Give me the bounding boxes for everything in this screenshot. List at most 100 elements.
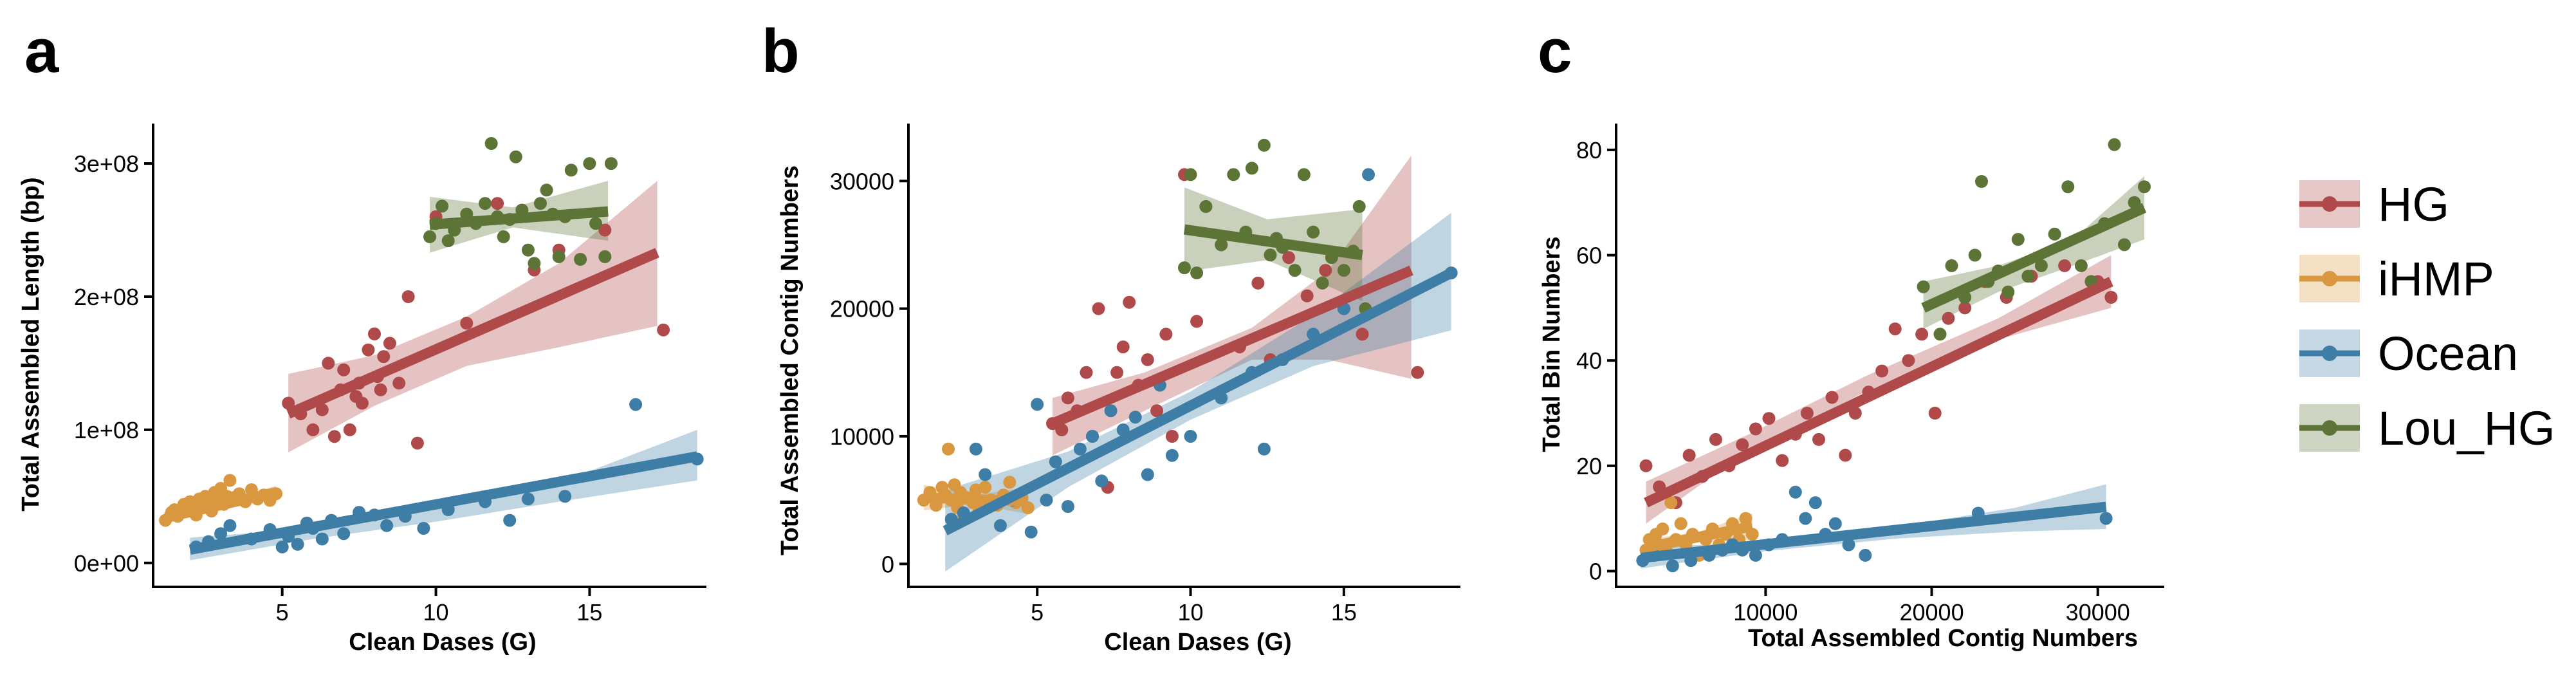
point-ocean-b-17 bbox=[1141, 468, 1154, 481]
point-lou-hg-a-26 bbox=[604, 157, 618, 171]
point-ocean-b-20 bbox=[1184, 430, 1197, 443]
fit-line-ocean-b bbox=[943, 268, 1454, 535]
point-ihmp-b-15 bbox=[979, 481, 992, 494]
x-tick-label-b-1: 10 bbox=[1178, 599, 1204, 626]
legend-label-hg: HG bbox=[2378, 178, 2449, 231]
point-hg-c-23 bbox=[1942, 311, 1955, 325]
y-tick-label-c-3: 60 bbox=[1576, 243, 1602, 269]
point-hg-b-14 bbox=[1159, 328, 1173, 341]
panel-letter-b: b bbox=[762, 17, 800, 86]
axes-a: 5 10 15 0e+00 1e+08 2e+08 3e+08 bbox=[74, 124, 706, 626]
x-tick-label-a-1: 10 bbox=[423, 599, 449, 626]
point-ocean-b-2 bbox=[969, 442, 982, 456]
legend-label-lou-hg: Lou_HG bbox=[2378, 402, 2555, 455]
point-hg-a-18 bbox=[392, 376, 406, 390]
point-ihmp-c-19 bbox=[1739, 512, 1753, 525]
x-tick-label-b-0: 5 bbox=[1031, 599, 1044, 626]
point-hg-b-17 bbox=[1190, 315, 1204, 328]
point-hg-c-10 bbox=[1776, 454, 1789, 467]
x-axis-title-c: Total Assembled Contig Numbers bbox=[1748, 625, 2138, 652]
point-ihmp-c-5 bbox=[1656, 523, 1670, 535]
point-ocean-c-19 bbox=[2099, 512, 2113, 525]
point-ocean-a-2 bbox=[214, 527, 228, 541]
point-ocean-a-24 bbox=[629, 398, 643, 411]
point-ocean-c-15 bbox=[1828, 517, 1842, 530]
point-hg-a-27 bbox=[657, 323, 670, 337]
point-ocean-a-23 bbox=[558, 490, 572, 503]
point-hg-b-13 bbox=[1150, 404, 1164, 418]
point-lou-hg-a-2 bbox=[436, 199, 449, 213]
point-lou-hg-b-17 bbox=[1337, 264, 1350, 277]
axes-b: 5 10 15 0 10000 20000 30000 bbox=[830, 124, 1460, 626]
point-lou-hg-b-3 bbox=[1199, 199, 1213, 213]
legend-dot-hg bbox=[2322, 196, 2337, 212]
point-hg-b-2 bbox=[1061, 391, 1074, 405]
point-hg-a-3 bbox=[315, 403, 329, 416]
point-lou-hg-a-3 bbox=[441, 234, 455, 248]
plot-area-b: 5 10 15 0 10000 20000 30000 bbox=[830, 124, 1460, 626]
x-axis-title-b: Clean Dases (G) bbox=[1104, 629, 1291, 656]
point-lou-hg-c-18 bbox=[2118, 238, 2131, 252]
legend-label-ocean: Ocean bbox=[2378, 327, 2518, 380]
point-hg-c-3 bbox=[1682, 449, 1696, 462]
point-lou-hg-c-14 bbox=[2074, 259, 2088, 272]
y-tick-label-c-1: 20 bbox=[1576, 453, 1602, 479]
fits-b bbox=[923, 224, 1454, 535]
point-lou-hg-a-23 bbox=[583, 157, 596, 171]
fit-line-ihmp-c bbox=[1644, 521, 1754, 553]
point-ocean-b-14 bbox=[1104, 404, 1118, 418]
point-ihmp-b-19 bbox=[1003, 476, 1017, 489]
panel-a: a 5 10 15 0e+00 1e+08 2e+08 3e+08 Clean Dases … bbox=[17, 17, 706, 656]
y-tick-label-c-4: 80 bbox=[1576, 137, 1602, 163]
point-ocean-b-16 bbox=[1128, 411, 1142, 424]
point-lou-hg-c-11 bbox=[2034, 259, 2048, 272]
y-tick-label-b-2: 20000 bbox=[830, 296, 894, 322]
fit-line-hg-c bbox=[1644, 277, 2113, 508]
point-lou-hg-b-5 bbox=[1227, 168, 1240, 181]
legend-dot-lou-hg bbox=[2322, 420, 2337, 436]
point-lou-hg-c-10 bbox=[2021, 270, 2035, 283]
point-lou-hg-a-22 bbox=[574, 253, 587, 266]
axes-c: 10000 20000 30000 0 20 40 60 80 bbox=[1576, 124, 2164, 626]
point-lou-hg-c-13 bbox=[2061, 180, 2075, 194]
point-lou-hg-b-12 bbox=[1288, 264, 1302, 277]
x-axis-title-a: Clean Dases (G) bbox=[349, 629, 536, 656]
point-hg-c-21 bbox=[1915, 328, 1929, 341]
point-ocean-c-13 bbox=[1808, 496, 1822, 510]
confidence-band-lou-hg-c bbox=[1923, 176, 2144, 329]
point-lou-hg-c-9 bbox=[2011, 233, 2025, 246]
point-hg-c-5 bbox=[1709, 432, 1722, 446]
point-hg-c-22 bbox=[1928, 407, 1942, 420]
point-lou-hg-b-14 bbox=[1307, 225, 1320, 239]
panel-letter-a: a bbox=[24, 17, 59, 86]
point-lou-hg-a-25 bbox=[598, 250, 612, 263]
point-ocean-a-18 bbox=[417, 522, 430, 535]
point-lou-hg-b-9 bbox=[1264, 248, 1277, 262]
point-lou-hg-c-8 bbox=[2001, 285, 2015, 299]
point-ocean-b-13 bbox=[1095, 474, 1109, 488]
legend-item-ihmp: iHMP bbox=[2299, 252, 2494, 306]
point-lou-hg-b-19 bbox=[1352, 199, 1366, 213]
point-ocean-c-11 bbox=[1789, 485, 1802, 499]
point-hg-a-8 bbox=[343, 423, 356, 436]
point-hg-c-12 bbox=[1800, 407, 1814, 420]
point-lou-hg-b-7 bbox=[1245, 162, 1258, 175]
point-hg-c-9 bbox=[1762, 412, 1776, 425]
y-tick-label-a-0: 0e+00 bbox=[74, 550, 139, 577]
point-lou-hg-a-14 bbox=[521, 243, 535, 257]
x-tick-label-c-2: 30000 bbox=[2066, 599, 2130, 626]
point-hg-a-13 bbox=[368, 327, 381, 340]
point-lou-hg-b-8 bbox=[1257, 138, 1271, 152]
point-hg-a-7 bbox=[337, 363, 351, 376]
point-hg-c-0 bbox=[1639, 459, 1653, 472]
plot-area-c: 10000 20000 30000 0 20 40 60 80 bbox=[1576, 124, 2164, 626]
y-tick-label-b-1: 10000 bbox=[830, 423, 894, 450]
point-hg-a-16 bbox=[377, 350, 391, 364]
point-ocean-c-8 bbox=[1749, 548, 1762, 562]
y-axis-title-b: Total Assembled Contig Numbers bbox=[777, 165, 804, 555]
panel-letter-c: c bbox=[1538, 17, 1572, 86]
point-hg-b-12 bbox=[1141, 353, 1154, 366]
point-hg-b-26 bbox=[1356, 328, 1369, 341]
point-ocean-b-10 bbox=[1061, 500, 1074, 513]
